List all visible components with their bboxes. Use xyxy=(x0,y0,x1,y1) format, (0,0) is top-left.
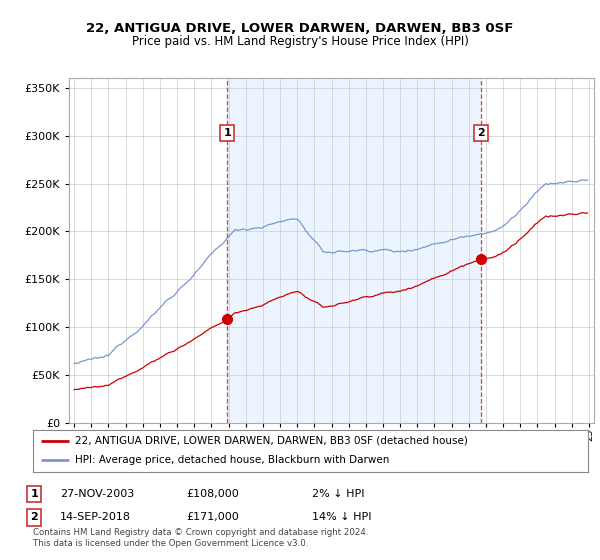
Text: £171,000: £171,000 xyxy=(186,512,239,522)
Bar xyxy=(227,78,481,423)
Text: 22, ANTIGUA DRIVE, LOWER DARWEN, DARWEN, BB3 0SF (detached house): 22, ANTIGUA DRIVE, LOWER DARWEN, DARWEN,… xyxy=(74,436,467,446)
Text: 14-SEP-2018: 14-SEP-2018 xyxy=(60,512,131,522)
Text: Contains HM Land Registry data © Crown copyright and database right 2024.
This d: Contains HM Land Registry data © Crown c… xyxy=(33,528,368,548)
Text: 27-NOV-2003: 27-NOV-2003 xyxy=(60,489,134,499)
Text: Price paid vs. HM Land Registry's House Price Index (HPI): Price paid vs. HM Land Registry's House … xyxy=(131,35,469,48)
Text: 14% ↓ HPI: 14% ↓ HPI xyxy=(312,512,371,522)
Text: HPI: Average price, detached house, Blackburn with Darwen: HPI: Average price, detached house, Blac… xyxy=(74,455,389,465)
Text: 2: 2 xyxy=(477,128,485,138)
Text: £108,000: £108,000 xyxy=(186,489,239,499)
Text: 2% ↓ HPI: 2% ↓ HPI xyxy=(312,489,365,499)
Text: 2: 2 xyxy=(31,512,38,522)
Text: 1: 1 xyxy=(223,128,231,138)
Text: 1: 1 xyxy=(31,489,38,499)
Text: 22, ANTIGUA DRIVE, LOWER DARWEN, DARWEN, BB3 0SF: 22, ANTIGUA DRIVE, LOWER DARWEN, DARWEN,… xyxy=(86,22,514,35)
